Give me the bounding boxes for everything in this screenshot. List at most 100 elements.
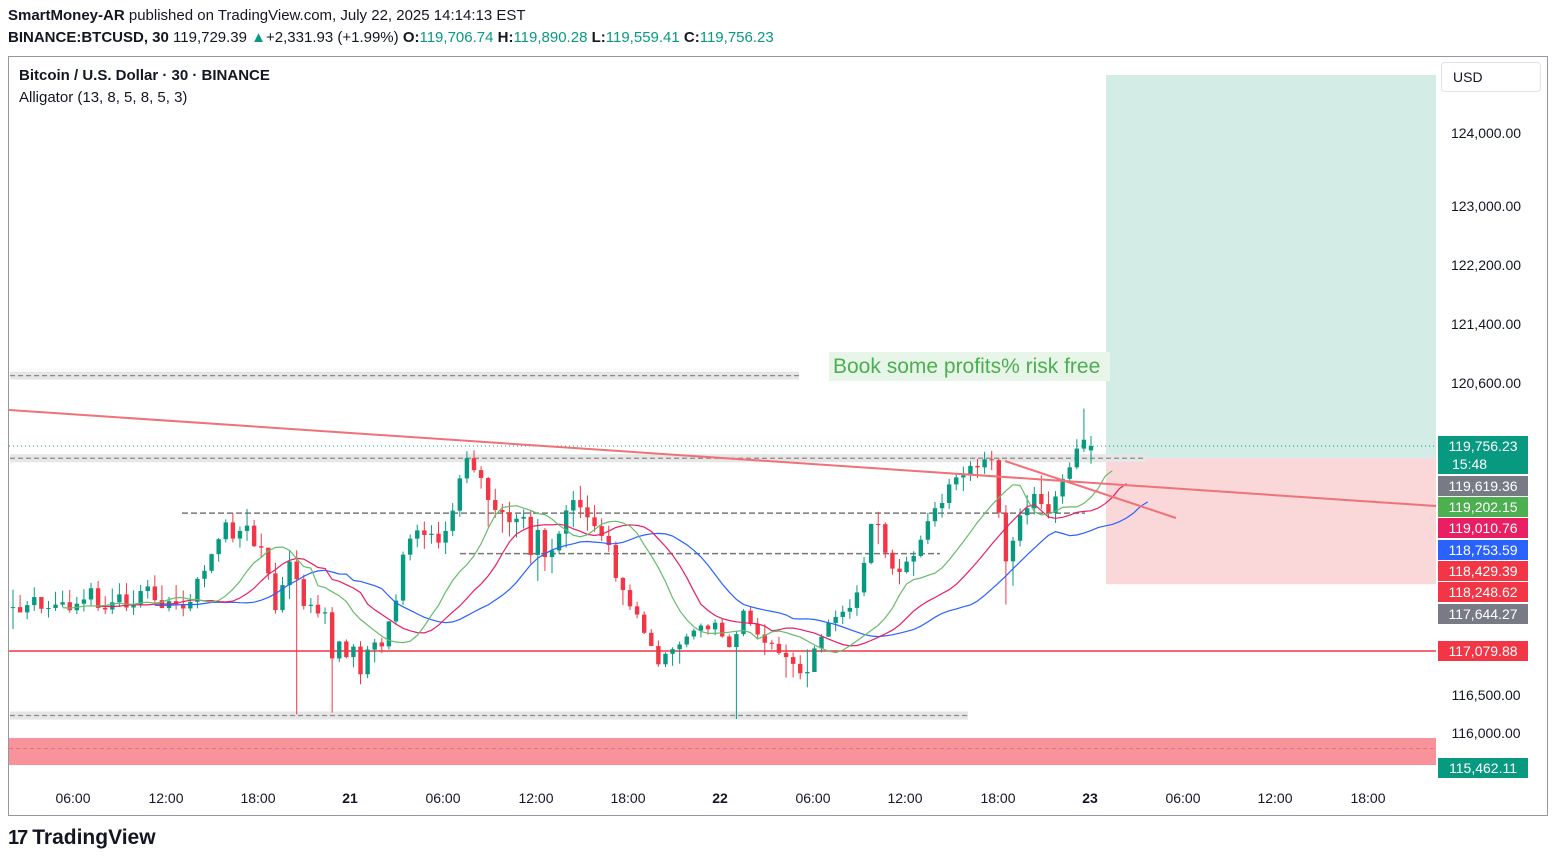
candle [1039, 475, 1044, 509]
candle-body [95, 588, 101, 608]
open-value: 119,706.74 [419, 29, 494, 46]
candle [17, 595, 23, 613]
price-label-bg [1438, 641, 1528, 661]
time-tick-label: 18:00 [1350, 790, 1385, 806]
candle-body [812, 648, 817, 673]
candle [337, 640, 342, 662]
low-label: L: [591, 29, 606, 46]
candle [712, 619, 718, 636]
publish-text: published on TradingView.com, July 22, 2… [128, 7, 526, 24]
candle [861, 557, 867, 597]
candle [641, 611, 647, 635]
candle [769, 639, 775, 650]
time-tick-label: 06:00 [795, 790, 830, 806]
candle-body [620, 577, 626, 591]
descending-trendline [9, 409, 1436, 507]
author-name[interactable]: SmartMoney-AR [8, 7, 125, 24]
candle [493, 488, 498, 518]
candle-body [556, 533, 562, 551]
indicator-legend[interactable]: Alligator (13, 8, 5, 8, 5, 3) [19, 89, 188, 106]
price-label-text: 118,753.59 [1448, 542, 1517, 558]
candle-body [720, 622, 725, 637]
candle-body [287, 561, 292, 586]
candle-body [954, 477, 959, 485]
close-label: C: [683, 29, 700, 46]
candle-body [805, 672, 810, 674]
candle-body [904, 561, 909, 573]
candle [776, 636, 782, 655]
currency-button[interactable]: USD [1441, 62, 1541, 92]
candle-body [897, 568, 902, 573]
candle-body [393, 600, 399, 622]
candle [372, 638, 377, 663]
candle [400, 551, 406, 605]
candle [613, 541, 619, 582]
candle [1017, 508, 1023, 547]
candle-body [649, 632, 654, 646]
candle-body [1024, 508, 1030, 516]
candle [422, 521, 427, 549]
candle [925, 512, 931, 545]
candle [443, 521, 448, 555]
candle [549, 538, 555, 574]
candle [152, 575, 158, 605]
candle-body [173, 601, 179, 605]
support-low-level-box [10, 711, 968, 720]
candle-body [478, 470, 484, 479]
candle-body [748, 610, 753, 625]
candle-body [826, 622, 831, 637]
price-tick-label: 116,000.00 [1451, 725, 1520, 741]
candle [386, 621, 392, 650]
candle-body [145, 586, 150, 592]
chart-legend-title[interactable]: Bitcoin / U.S. Dollar · 30 · BINANCE [19, 67, 270, 84]
candle-body [1088, 446, 1094, 451]
candle [932, 501, 938, 527]
candle [542, 527, 548, 571]
candle-body [315, 604, 321, 614]
candle [528, 510, 533, 564]
candle-body [755, 624, 760, 635]
candle-body [450, 510, 455, 531]
candle [216, 537, 221, 562]
candle-body [989, 459, 994, 461]
candle-body [549, 550, 555, 558]
tradingview-logo[interactable]: 17 TradingView [8, 826, 156, 850]
candle-body [422, 530, 427, 535]
candle [585, 495, 590, 531]
price-label-bg [1438, 518, 1528, 538]
candle-body [500, 509, 505, 513]
candle-body [1039, 494, 1044, 505]
candle-body [372, 642, 377, 650]
candle-body [152, 586, 158, 601]
candle [145, 580, 150, 599]
candle [1074, 439, 1080, 470]
annotation-text[interactable]: Book some profits% risk free [829, 352, 1111, 381]
support-zone [9, 737, 1436, 766]
candle-body [634, 606, 640, 615]
candle [294, 550, 299, 715]
price-tick-label: 120,600.00 [1451, 375, 1521, 391]
candle [53, 591, 58, 611]
candle-body [698, 625, 704, 631]
candle [571, 491, 576, 528]
time-tick-label: 18:00 [240, 790, 275, 806]
price-label-badge: 117,644.27 [1438, 604, 1528, 624]
candle [230, 513, 236, 543]
candle [188, 594, 193, 612]
candle [60, 590, 65, 607]
candle [620, 577, 626, 606]
candle [748, 606, 753, 626]
candle [74, 596, 80, 615]
candle-body [1017, 515, 1023, 541]
candle [457, 474, 463, 517]
candle-body [223, 522, 228, 540]
candle [677, 641, 682, 664]
candle-body [684, 636, 689, 645]
candle [698, 623, 704, 638]
candle-body [24, 605, 30, 613]
candle [351, 644, 356, 668]
high-label: H: [497, 29, 514, 46]
change-up-icon: ▲ [251, 29, 267, 46]
candle-body [627, 590, 633, 607]
